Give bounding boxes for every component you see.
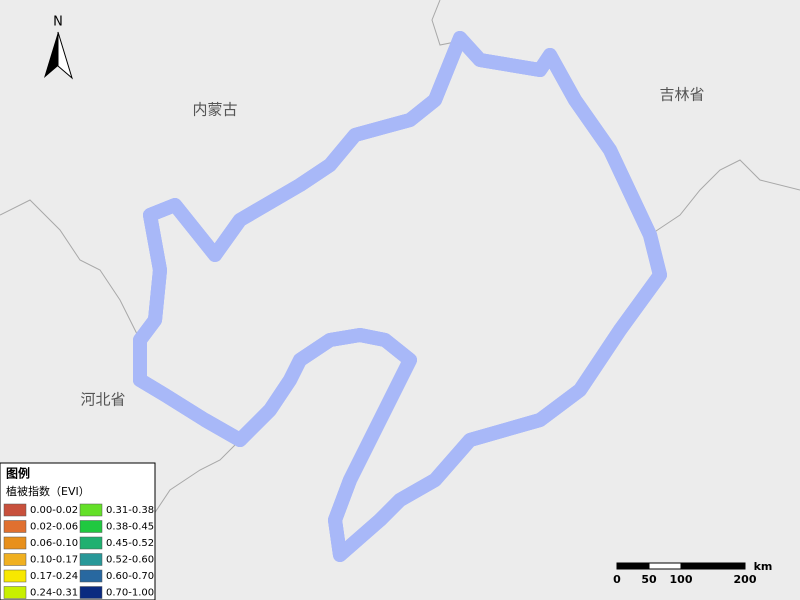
scale-segment — [680, 562, 746, 570]
legend-swatch — [3, 503, 27, 517]
legend-swatch — [3, 520, 27, 533]
place-label: 内蒙古 — [192, 101, 237, 119]
legend-label: 0.45-0.52 — [106, 538, 154, 549]
scale-segment — [616, 562, 650, 570]
legend-swatch — [3, 553, 27, 566]
legend-label: 0.31-0.38 — [106, 505, 154, 516]
legend-label: 0.52-0.60 — [106, 555, 154, 566]
legend-swatch — [79, 520, 103, 533]
legend-label: 0.17-0.24 — [30, 571, 78, 582]
legend-label: 0.02-0.06 — [30, 522, 78, 533]
legend-swatch — [3, 536, 27, 550]
legend-swatch — [79, 503, 103, 517]
scale-label: 0 — [613, 573, 621, 586]
legend-swatch — [79, 536, 103, 550]
legend-swatch — [3, 569, 27, 583]
boundaries — [0, 0, 800, 521]
legend-subtitle: 植被指数（EVI） — [6, 484, 90, 498]
legend-label: 0.10-0.17 — [30, 555, 78, 566]
legend-label: 0.60-0.70 — [106, 571, 154, 582]
place-label: 吉林省 — [659, 86, 704, 104]
scale-label: 100 — [670, 573, 693, 586]
legend-swatch — [79, 553, 103, 566]
legend-swatch — [3, 586, 27, 599]
scale-label: 200 — [734, 573, 757, 586]
arrow-left — [44, 32, 58, 78]
scale-label: 50 — [641, 573, 657, 586]
legend-title: 图例 — [6, 466, 30, 481]
north-label: N — [53, 15, 63, 30]
legend-label: 0.70-1.00 — [106, 588, 154, 599]
legend-label: 0.38-0.45 — [106, 522, 154, 533]
scale-unit: km — [754, 560, 773, 573]
legend-swatch — [79, 569, 103, 583]
place-label: 河北省 — [80, 391, 125, 409]
legend-label: 0.06-0.10 — [30, 538, 78, 549]
legend-swatch — [79, 586, 103, 599]
scale-segment — [648, 562, 682, 570]
legend: 图例 植被指数（EVI） 0.00-0.02 0.02-0.06 0.06-0.10… — [0, 462, 156, 600]
north-arrow: N — [44, 15, 73, 80]
arrow-right — [57, 31, 73, 80]
legend-label: 0.00-0.02 — [30, 505, 78, 516]
legend-label: 0.24-0.31 — [30, 588, 78, 599]
